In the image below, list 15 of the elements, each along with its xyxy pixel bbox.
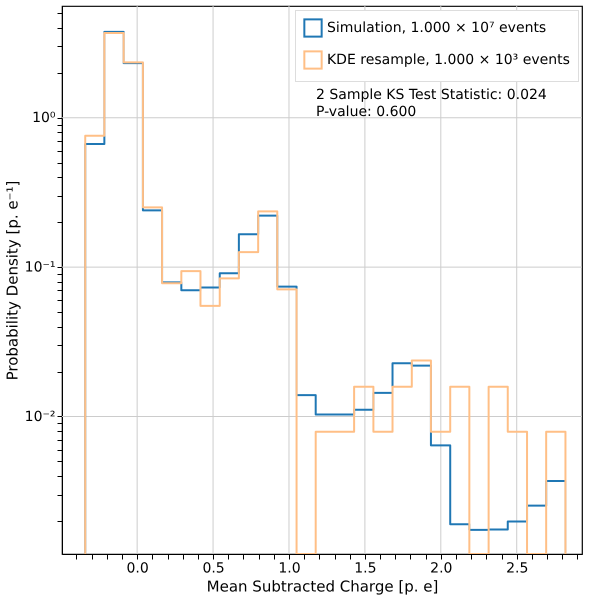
x-tick-label: 1.5 [354, 560, 377, 576]
y-tick-label: 10⁻¹ [24, 260, 56, 276]
x-tick-label: 0.5 [202, 560, 225, 576]
annotation: P-value: 0.600 [316, 104, 416, 120]
x-tick-label: 0.0 [126, 560, 149, 576]
x-axis-title: Mean Subtracted Charge [p. e] [206, 578, 438, 596]
legend-label: Simulation, 1.000 × 10⁷ events [327, 20, 546, 36]
y-axis-title: Probability Density [p. e⁻¹] [4, 180, 22, 380]
annotation: 2 Sample KS Test Statistic: 0.024 [316, 87, 547, 103]
x-tick-label: 1.0 [278, 560, 301, 576]
y-tick-label: 10⁰ [32, 110, 56, 126]
x-tick-label: 2.0 [430, 560, 452, 576]
x-tick-label: 2.5 [506, 560, 528, 576]
y-tick-label: 10⁻² [24, 408, 56, 425]
legend-label: KDE resample, 1.000 × 10³ events [327, 52, 570, 68]
